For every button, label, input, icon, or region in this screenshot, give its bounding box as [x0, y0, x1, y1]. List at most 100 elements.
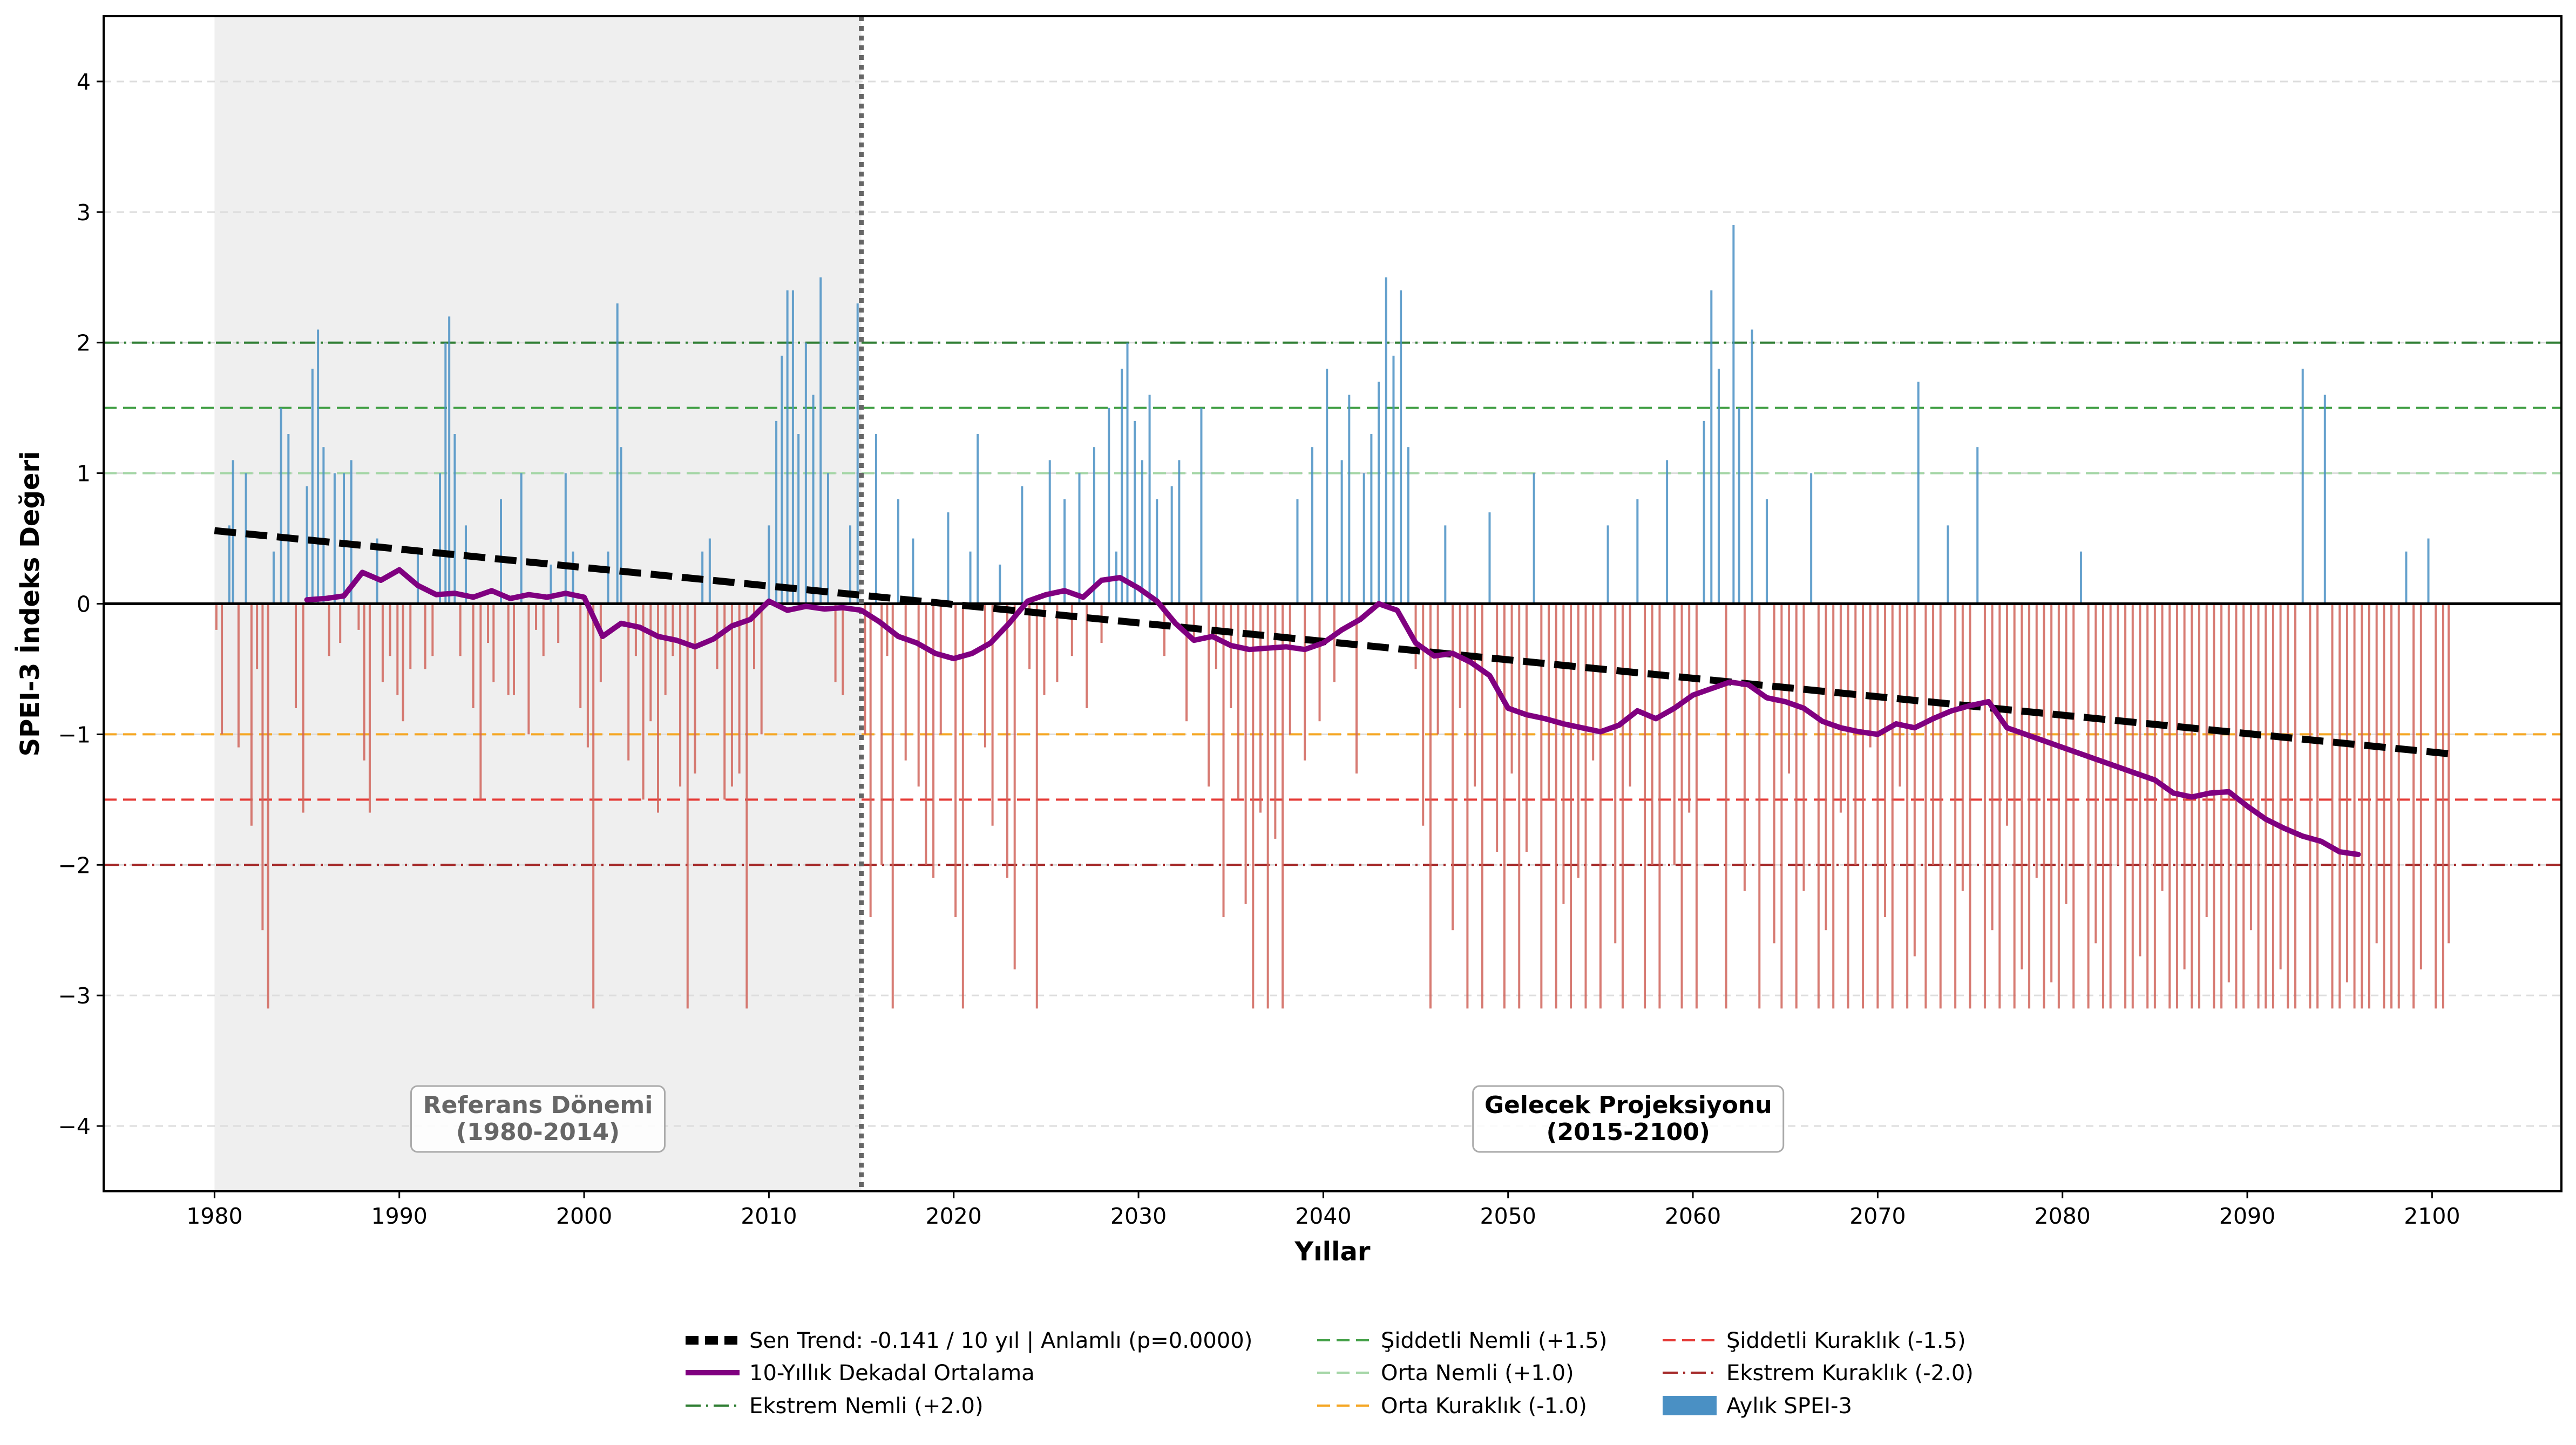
spei-bar-wet — [1947, 525, 1949, 604]
spei-bar-dry — [1237, 603, 1239, 800]
x-tick-label: 2080 — [2035, 1203, 2091, 1229]
spei-bar-dry — [1832, 603, 1835, 1009]
spei-bar-wet — [448, 316, 451, 604]
spei-bar-dry — [961, 603, 964, 1009]
spei-bar-dry — [1481, 603, 1483, 1009]
spei-bar-dry — [2198, 603, 2201, 1009]
spei-bar-wet — [464, 525, 467, 604]
spei-bar-wet — [2405, 551, 2408, 604]
spei-bar-wet — [1121, 369, 1123, 604]
spei-bar-wet — [564, 473, 567, 604]
spei-bar-dry — [1414, 603, 1417, 669]
spei-bar-dry — [535, 603, 538, 630]
y-tick-label: −2 — [58, 852, 91, 878]
spei-bar-dry — [1743, 603, 1746, 891]
spei-bar-wet — [322, 447, 325, 604]
spei-bar-dry — [834, 603, 837, 682]
x-axis-label: Yıllar — [1294, 1237, 1371, 1267]
spei-bar-wet — [1976, 447, 1979, 604]
spei-bar-dry — [2057, 603, 2060, 1009]
spei-bar-wet — [1400, 290, 1402, 604]
period-annotation-line: Gelecek Projeksiyonu — [1484, 1091, 1772, 1119]
spei-bar-wet — [1732, 225, 1735, 604]
spei-bar-wet — [272, 551, 275, 604]
spei-bar-dry — [1274, 603, 1277, 839]
spei-bar-dry — [1244, 603, 1247, 904]
spei-bar-dry — [1629, 603, 1631, 787]
spei-bar-wet — [350, 460, 352, 604]
legend-label: Ekstrem Kuraklık (-2.0) — [1726, 1361, 1974, 1386]
legend-item: Orta Nemli (+1.0) — [1317, 1361, 1574, 1386]
x-tick-label: 2020 — [926, 1203, 982, 1229]
spei-bar-wet — [1178, 460, 1181, 604]
spei-bar-dry — [2161, 603, 2164, 891]
spei-bar-dry — [1252, 603, 1255, 1009]
spei-bar-dry — [2094, 603, 2097, 944]
spei-bar-dry — [1847, 603, 1849, 1009]
spei-bar-wet — [1703, 420, 1705, 604]
spei-bar-wet — [849, 525, 852, 604]
spei-bar-wet — [1126, 342, 1129, 604]
legend-item: Ekstrem Kuraklık (-2.0) — [1663, 1361, 1974, 1386]
spei-bar-dry — [396, 603, 399, 695]
y-tick-label: 0 — [77, 592, 91, 618]
spei-bar-wet — [999, 564, 1001, 604]
spei-bar-dry — [2168, 603, 2171, 1009]
spei-bar-dry — [664, 603, 667, 695]
spei-bar-dry — [917, 603, 920, 787]
legend-label: Şiddetli Kuraklık (-1.5) — [1726, 1328, 1966, 1353]
period-annotation: Referans Dönemi (1980-2014) — [410, 1085, 666, 1153]
spei-bar-dry — [2368, 603, 2370, 1009]
spei-bar-dry — [1185, 603, 1188, 722]
spei-bar-dry — [1577, 603, 1580, 878]
spei-bar-wet — [1200, 408, 1203, 604]
y-tick-label: −3 — [58, 983, 91, 1009]
spei-bar-dry — [328, 603, 330, 656]
spei-bar-dry — [1932, 603, 1935, 865]
spei-bar-dry — [1825, 603, 1827, 931]
spei-bar-dry — [2006, 603, 2009, 826]
spei-bar-wet — [1063, 499, 1066, 604]
spei-bar-dry — [1056, 603, 1059, 682]
spei-bar-dry — [492, 603, 495, 682]
spei-bar-dry — [672, 603, 674, 656]
period-annotation: Gelecek Projeksiyonu (2015-2100) — [1472, 1085, 1785, 1153]
spei-bar-dry — [1773, 603, 1775, 944]
spei-bar-wet — [1048, 460, 1051, 604]
spei-bar-dry — [1333, 603, 1336, 682]
spei-bar-wet — [1533, 473, 1535, 604]
spei-bar-dry — [1592, 603, 1595, 761]
spei-bar-dry — [2183, 603, 2186, 969]
y-tick-label: −4 — [58, 1114, 91, 1139]
spei-bar-dry — [487, 603, 490, 643]
spei-bar-dry — [1688, 603, 1691, 813]
spei-bar-dry — [1043, 603, 1046, 695]
period-annotation-box — [410, 1085, 666, 1153]
spei-bar-wet — [2079, 551, 2082, 604]
spei-bar-dry — [1266, 603, 1269, 1009]
spei-bar-dry — [686, 603, 689, 1009]
spei-bar-wet — [2323, 395, 2326, 604]
y-tick-label: −1 — [58, 722, 91, 748]
spei-bar-dry — [679, 603, 682, 787]
spei-bar-dry — [2249, 603, 2252, 931]
spei-bar-dry — [1230, 603, 1232, 709]
spei-bar-dry — [1913, 603, 1916, 956]
spei-bar-dry — [753, 603, 756, 669]
spei-bar-wet — [343, 473, 345, 604]
x-tick-label: 1990 — [371, 1203, 428, 1229]
spei-bar-dry — [261, 603, 264, 931]
spei-bar-dry — [2013, 603, 2016, 1009]
spei-bar-dry — [904, 603, 907, 761]
y-tick-label: 4 — [77, 69, 91, 95]
spei-bar-dry — [1259, 603, 1262, 813]
spei-bar-wet — [444, 342, 447, 604]
legend-label: 10-Yıllık Dekadal Ortalama — [749, 1361, 1035, 1386]
spei-bar-dry — [1222, 603, 1225, 918]
spei-bar-dry — [507, 603, 510, 695]
spei-bar-wet — [280, 408, 282, 604]
spei-bar-dry — [402, 603, 404, 722]
spei-bar-dry — [1540, 603, 1543, 1009]
plot-area: Referans Dönemi (1980-2014) Gelecek Projek… — [104, 16, 2561, 1191]
spei-bar-dry — [2021, 603, 2023, 969]
